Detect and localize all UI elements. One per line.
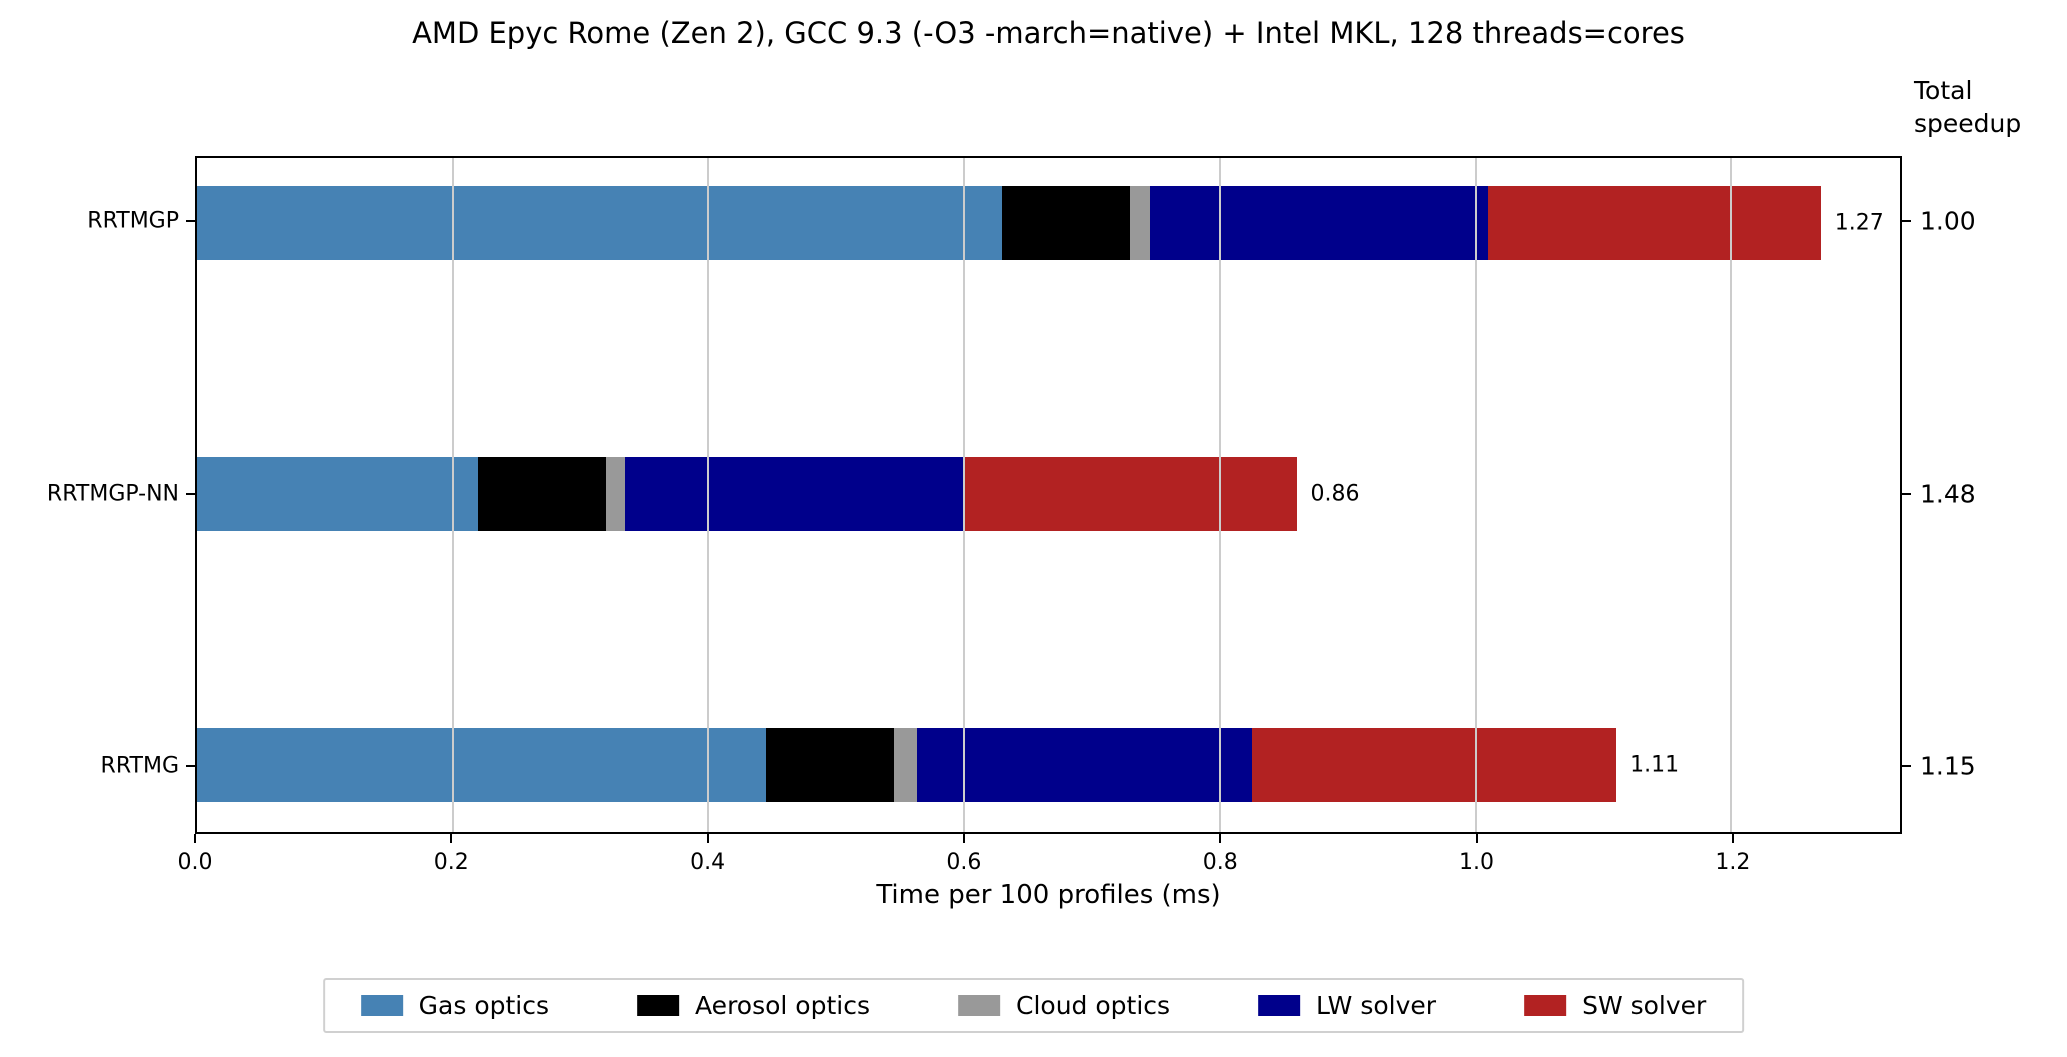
legend: Gas optics Aerosol optics Cloud optics LW s… bbox=[322, 978, 1745, 1033]
y-tick-label-rrtmgp: RRTMGP bbox=[87, 208, 179, 234]
bar-segment-cloud-optics bbox=[1130, 185, 1150, 260]
speedup-value: 1.48 bbox=[1920, 479, 1976, 509]
legend-label: Gas optics bbox=[418, 991, 550, 1020]
y-tick-label-rrtmgp-nn: RRTMGP-NN bbox=[46, 481, 179, 507]
right-tick bbox=[1902, 765, 1911, 768]
bar-segment-sw-solver bbox=[1251, 727, 1617, 802]
x-axis-label: Time per 100 profiles (ms) bbox=[876, 880, 1221, 910]
gridline bbox=[451, 158, 454, 832]
bar-segment-gas-optics bbox=[197, 727, 766, 802]
bar-total-label: 1.11 bbox=[1630, 752, 1680, 778]
x-tick bbox=[962, 834, 965, 843]
legend-item-lw-solver: LW solver bbox=[1258, 991, 1436, 1020]
bar-rrtmg bbox=[197, 727, 1617, 802]
x-tick bbox=[1731, 834, 1734, 843]
bar-segment-lw-solver bbox=[625, 456, 965, 531]
bar-segment-sw-solver bbox=[1488, 185, 1821, 260]
x-tick-label: 0.4 bbox=[690, 850, 726, 875]
bar-segment-cloud-optics bbox=[606, 456, 626, 531]
x-tick bbox=[450, 834, 453, 843]
bar-segment-gas-optics bbox=[197, 185, 1003, 260]
bar-rrtmgp-nn bbox=[197, 456, 1297, 531]
legend-item-aerosol-optics: Aerosol optics bbox=[637, 991, 870, 1020]
x-tick bbox=[1475, 834, 1478, 843]
y-tick bbox=[186, 220, 195, 223]
x-tick bbox=[1219, 834, 1222, 843]
x-tick-label: 1.0 bbox=[1459, 850, 1495, 875]
right-tick bbox=[1902, 492, 1911, 495]
speedup-value: 1.15 bbox=[1920, 751, 1976, 781]
y-tick bbox=[186, 765, 195, 768]
lw-solver-swatch-icon bbox=[1258, 995, 1301, 1016]
gridline bbox=[1474, 158, 1477, 832]
x-tick-label: 1.2 bbox=[1715, 850, 1751, 875]
legend-label: Cloud optics bbox=[1015, 991, 1171, 1020]
legend-item-gas-optics: Gas optics bbox=[360, 991, 550, 1020]
bar-segment-aerosol-optics bbox=[1002, 185, 1131, 260]
legend-item-sw-solver: SW solver bbox=[1524, 991, 1706, 1020]
legend-item-cloud-optics: Cloud optics bbox=[957, 991, 1171, 1020]
chart-title: AMD Epyc Rome (Zen 2), GCC 9.3 (-O3 -mar… bbox=[412, 16, 1685, 50]
sw-solver-swatch-icon bbox=[1524, 995, 1567, 1016]
speedup-value: 1.00 bbox=[1920, 206, 1976, 236]
x-tick-label: 0.8 bbox=[1202, 850, 1238, 875]
bar-total-label: 1.27 bbox=[1834, 210, 1884, 236]
gas-optics-swatch-icon bbox=[360, 995, 403, 1016]
total-speedup-header: Total speedup bbox=[1914, 76, 2022, 138]
gridline bbox=[1218, 158, 1221, 832]
plot-area: 1.27 0.86 1.11 bbox=[195, 156, 1902, 834]
gridline bbox=[963, 158, 966, 832]
bar-rrtmgp bbox=[197, 185, 1821, 260]
gridline bbox=[1730, 158, 1733, 832]
x-tick-label: 0.2 bbox=[433, 850, 469, 875]
aerosol-optics-swatch-icon bbox=[637, 995, 680, 1016]
bar-segment-sw-solver bbox=[964, 456, 1297, 531]
x-tick-label: 0.6 bbox=[946, 850, 982, 875]
gridline bbox=[707, 158, 710, 832]
cloud-optics-swatch-icon bbox=[957, 995, 1000, 1016]
bar-segment-lw-solver bbox=[916, 727, 1252, 802]
bar-segment-lw-solver bbox=[1149, 185, 1489, 260]
bar-segment-aerosol-optics bbox=[765, 727, 894, 802]
y-tick bbox=[186, 492, 195, 495]
bar-segment-gas-optics bbox=[197, 456, 479, 531]
y-tick-label-rrtmg: RRTMG bbox=[100, 753, 179, 779]
legend-label: SW solver bbox=[1582, 991, 1707, 1020]
legend-label: Aerosol optics bbox=[695, 991, 870, 1020]
bar-segment-cloud-optics bbox=[893, 727, 917, 802]
bar-total-label: 0.86 bbox=[1310, 481, 1360, 507]
x-tick bbox=[194, 834, 196, 843]
x-tick-label: 0.0 bbox=[177, 850, 213, 875]
legend-label: LW solver bbox=[1316, 991, 1437, 1020]
x-tick bbox=[706, 834, 709, 843]
bar-segment-aerosol-optics bbox=[478, 456, 607, 531]
right-tick bbox=[1902, 220, 1911, 223]
